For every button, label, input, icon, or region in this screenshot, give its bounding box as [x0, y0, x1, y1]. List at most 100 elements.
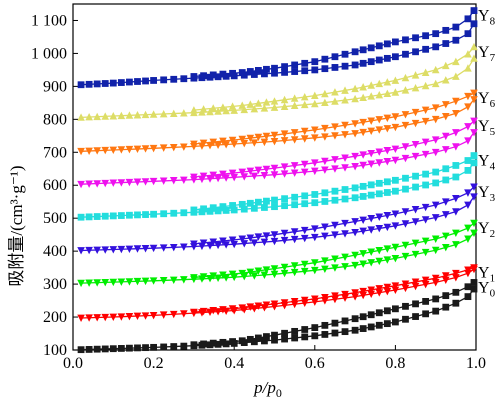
data-point — [85, 279, 93, 287]
data-point — [470, 7, 478, 14]
data-point — [180, 209, 188, 217]
data-point — [93, 147, 101, 155]
data-point — [250, 104, 259, 113]
series-group — [77, 7, 478, 354]
data-point — [141, 178, 150, 186]
data-point — [300, 127, 309, 136]
data-point — [431, 214, 440, 222]
data-point — [169, 276, 178, 284]
data-point — [375, 190, 383, 198]
data-point — [464, 283, 472, 291]
data-point — [367, 323, 375, 331]
data-point — [331, 88, 339, 96]
data-point — [291, 193, 299, 201]
data-point — [311, 266, 319, 275]
data-point — [77, 213, 85, 221]
data-point — [470, 264, 478, 272]
data-point — [85, 346, 93, 353]
data-point — [452, 274, 460, 282]
data-point — [209, 204, 217, 212]
data-point — [321, 265, 329, 274]
series-y0 — [77, 279, 478, 354]
data-point — [180, 243, 188, 251]
data-point — [150, 77, 157, 84]
y-axis-ticks: 100 200 300 400 500 600 700 800 900 1 000 1 100 — [31, 12, 78, 359]
data-point — [85, 80, 93, 88]
data-point — [383, 320, 391, 328]
data-point — [93, 345, 101, 353]
data-point — [359, 260, 367, 268]
data-point — [359, 250, 367, 258]
data-point — [117, 146, 126, 154]
data-point — [391, 222, 400, 230]
data-point — [321, 257, 329, 265]
data-point — [432, 179, 440, 187]
data-point — [219, 338, 227, 346]
y-tick-label: 700 — [43, 144, 67, 161]
data-point — [190, 73, 198, 80]
data-point — [441, 101, 450, 109]
data-point — [331, 292, 339, 300]
data-point — [421, 248, 430, 257]
data-point — [159, 144, 168, 152]
data-point — [209, 238, 218, 246]
data-point — [254, 198, 262, 206]
data-point — [331, 97, 339, 105]
x-axis-title: p/p0 — [253, 378, 282, 400]
data-point — [470, 279, 478, 286]
data-point — [199, 105, 208, 113]
data-point — [351, 184, 359, 192]
data-point — [133, 245, 142, 253]
data-point — [150, 210, 157, 218]
data-point — [228, 169, 237, 178]
data-point — [464, 64, 472, 72]
data-point — [206, 142, 214, 150]
data-point — [375, 246, 384, 255]
data-point — [230, 106, 238, 114]
data-point — [180, 143, 188, 151]
data-point — [206, 175, 214, 183]
data-point — [311, 159, 319, 167]
data-point — [442, 40, 450, 47]
data-point — [375, 126, 384, 134]
data-point — [402, 50, 409, 58]
data-point — [281, 195, 288, 203]
data-point — [93, 314, 101, 322]
data-point — [412, 48, 419, 56]
data-point — [367, 181, 375, 189]
data-point — [383, 147, 392, 155]
data-point — [470, 159, 478, 167]
data-point — [300, 260, 309, 269]
data-point — [311, 91, 319, 100]
data-point — [321, 133, 329, 141]
data-point — [206, 242, 214, 250]
data-point — [375, 309, 383, 317]
data-point — [126, 78, 133, 86]
data-point — [442, 176, 450, 184]
data-point — [331, 221, 339, 230]
data-point — [321, 321, 329, 329]
data-point — [311, 126, 319, 134]
x-tick-label: 0.0 — [63, 355, 83, 372]
data-point — [134, 78, 141, 85]
data-point — [85, 180, 93, 188]
data-point — [238, 101, 247, 109]
data-point — [321, 157, 329, 166]
data-point — [222, 174, 230, 182]
data-point — [341, 263, 349, 271]
data-point — [126, 211, 133, 219]
data-point — [271, 69, 278, 77]
data-point — [341, 195, 349, 203]
data-point — [270, 131, 279, 140]
data-point — [351, 84, 359, 93]
data-point — [422, 310, 430, 318]
data-point — [209, 138, 218, 147]
data-point — [180, 176, 188, 185]
data-point — [470, 193, 478, 201]
series-label: Y7 — [478, 44, 496, 64]
y-tick-label: 100 — [43, 342, 67, 359]
data-point — [391, 76, 400, 84]
data-point — [159, 244, 168, 252]
data-point — [301, 333, 309, 341]
